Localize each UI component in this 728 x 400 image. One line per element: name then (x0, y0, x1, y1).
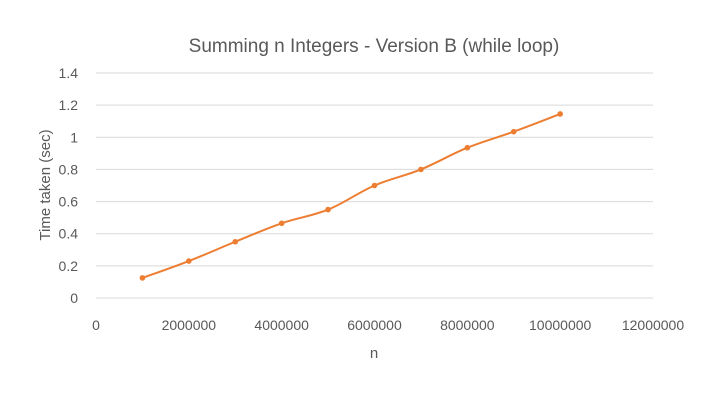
y-tick-label: 0 (70, 290, 78, 306)
chart-title: Summing n Integers - Version B (while lo… (189, 36, 560, 57)
data-point (418, 166, 424, 173)
y-axis-label: Time taken (sec) (37, 129, 54, 240)
gridlines (96, 72, 653, 299)
y-tick-label: 0.4 (59, 226, 79, 242)
data-point (139, 275, 146, 281)
data-point (557, 111, 563, 117)
data-point (278, 220, 285, 227)
y-tick-label: 1 (70, 129, 78, 145)
y-tick-label: 1.2 (59, 97, 79, 113)
data-point (464, 144, 471, 151)
y-tick-label: 0.8 (59, 161, 79, 177)
data-point (232, 238, 239, 245)
x-axis-ticks: 0 2000000 4000000 6000000 8000000 10000000 120… (92, 317, 684, 333)
data-point (371, 182, 378, 189)
data-point (186, 258, 192, 264)
x-tick-label: 6000000 (347, 317, 402, 333)
y-axis-ticks: 0 0.2 0.4 0.6 0.8 1 1.2 1.4 (59, 65, 79, 306)
x-tick-label: 2000000 (162, 317, 217, 333)
x-tick-label: 12000000 (622, 317, 685, 333)
x-axis-label: n (370, 345, 378, 362)
y-tick-label: 0.2 (59, 258, 79, 274)
x-tick-label: 4000000 (254, 317, 309, 333)
x-tick-label: 0 (92, 317, 100, 333)
x-tick-label: 10000000 (529, 317, 592, 333)
data-point (325, 206, 331, 213)
series-group (139, 111, 563, 281)
data-point (510, 128, 517, 135)
y-tick-label: 0.6 (59, 194, 79, 210)
x-tick-label: 8000000 (440, 317, 495, 333)
y-tick-label: 1.4 (59, 65, 79, 81)
series-line (141, 112, 562, 279)
